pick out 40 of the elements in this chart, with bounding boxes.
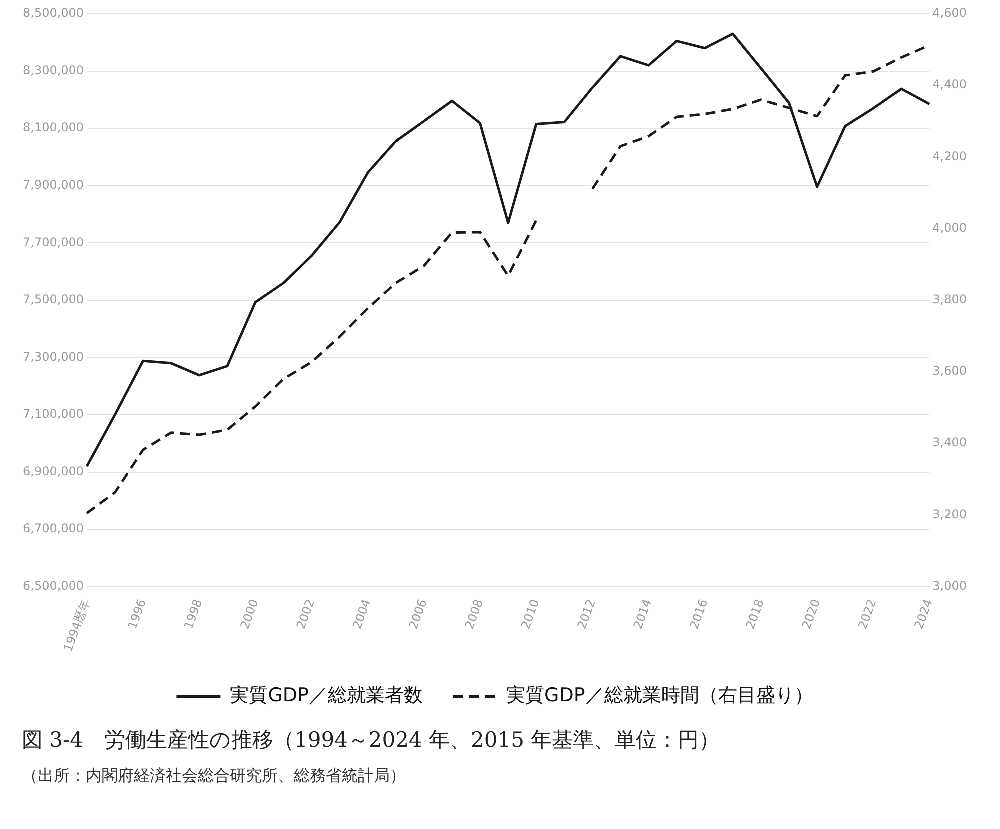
y-tick-label: 6,700,000 [22,522,84,536]
text: 図 3-4 労働生産性の推移（1994～2024 年、2015 年基準、単位：円） [22,727,722,754]
legend-label: 実質GDP／総就業者数 [230,684,423,706]
y-tick-label: 7,500,000 [22,292,84,307]
y2-tick-label: 3,200 [932,507,968,522]
y2-tick-label: 3,000 [932,578,968,593]
x-tick-label: 2002 [294,598,318,632]
text: （出所：内閣府経済社会総合研究所、総務省統計局） [22,766,407,787]
x-tick-label: 2008 [462,598,486,632]
x-tick-label: 2020 [799,598,824,632]
y-tick-label: 7,900,000 [22,178,84,192]
x-tick-label: 2012 [574,598,598,632]
x-tick-label: 2016 [687,598,711,632]
x-tick-label: 2010 [518,598,542,632]
y2-tick-label: 4,200 [932,149,968,164]
y-tick-label: 7,700,000 [22,235,84,250]
x-tick-label: 2014 [630,598,655,632]
y-tick-label: 6,500,000 [22,578,84,593]
y2-tick-label: 4,400 [932,78,968,92]
x-tick-label: 2004 [350,598,374,632]
x-tick-label: 2024 [912,598,936,632]
y-tick-label: 7,300,000 [22,350,84,364]
x-tick-label: 2006 [406,598,430,632]
y2-tick-label: 4,600 [932,6,968,20]
y2-tick-label: 3,600 [932,364,968,378]
y-tick-label: 8,500,000 [22,6,84,20]
x-tick-label: 1998 [182,598,206,632]
x-tick-label: 1996 [125,598,149,632]
x-tick-label: 2000 [238,598,262,632]
y-tick-label: 8,300,000 [22,63,84,78]
x-tick-label: 2018 [743,598,767,632]
y-tick-label: 8,100,000 [22,120,84,135]
y2-tick-label: 3,400 [932,436,968,450]
legend-label: 実質GDP／総就業時間（右目盛り） [506,684,814,706]
y-tick-label: 6,900,000 [22,464,84,478]
y2-tick-label: 4,000 [932,220,968,235]
x-tick-label: 1994暦年 [61,598,93,654]
y-tick-label: 7,100,000 [22,407,84,422]
x-tick-label: 2022 [856,598,880,632]
y2-tick-label: 3,800 [932,292,968,307]
